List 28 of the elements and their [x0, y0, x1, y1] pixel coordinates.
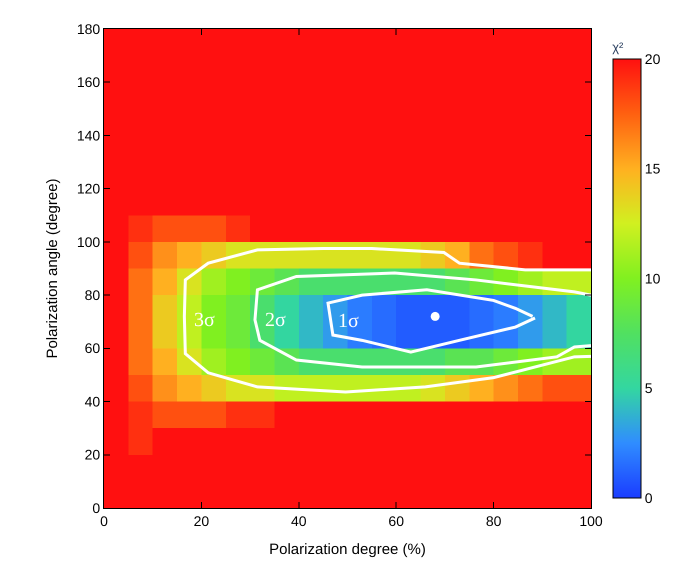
color-bar-title: χ²: [612, 39, 624, 54]
y-tick-label: 0: [92, 500, 100, 516]
y-tick-label: 160: [76, 74, 100, 90]
annotation: 3σ: [194, 309, 215, 331]
annotation: 2σ: [265, 309, 286, 331]
x-tick-label: 100: [579, 512, 603, 529]
y-tick-label: 180: [76, 20, 100, 37]
y-tick-label: 120: [76, 180, 100, 197]
x-axis-title: Polarization degree (%): [269, 540, 426, 558]
y-axis-title: Polarization angle (degree): [44, 178, 62, 359]
y-tick-label: 60: [84, 340, 100, 356]
color-bar-label: 10: [644, 270, 661, 286]
color-bar-label: 15: [644, 160, 661, 177]
annotation: 1σ: [338, 310, 359, 332]
y-tick-label: 20: [84, 446, 100, 463]
y-tick-label: 100: [76, 234, 100, 250]
x-tick-label: 60: [388, 512, 404, 529]
y-tick-label: 140: [76, 127, 100, 144]
color-bar-label: 20: [644, 50, 661, 67]
x-tick-label: 40: [291, 512, 307, 529]
line-series: [182, 247, 591, 394]
line-series: [326, 288, 536, 354]
y-tick-label: 40: [84, 393, 100, 410]
color-bar-label: 0: [644, 490, 653, 506]
y-tick-label: 80: [84, 287, 100, 304]
x-tick-label: 20: [194, 512, 210, 529]
x-tick-label: 80: [486, 512, 502, 529]
color-bar-label: 5: [644, 380, 653, 396]
